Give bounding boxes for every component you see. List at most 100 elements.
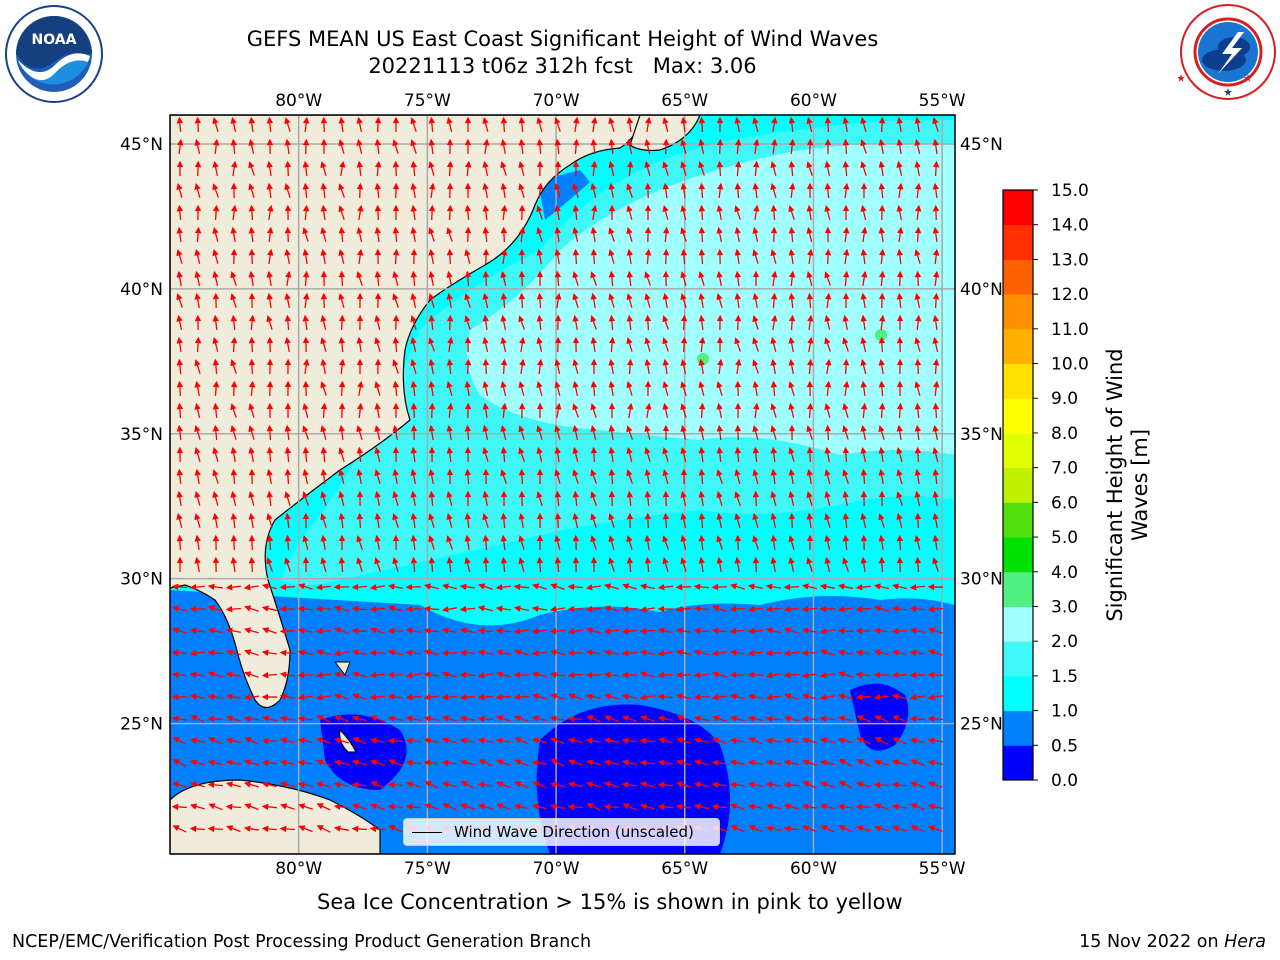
wave-vector [500, 336, 507, 352]
wave-vector [266, 160, 273, 177]
wave-vector [315, 649, 331, 656]
lon-label-top: 60°W [790, 91, 837, 111]
wave-vector [410, 270, 418, 287]
wave-vector [446, 381, 453, 396]
wave-vector [248, 490, 255, 506]
wave-vector [405, 649, 422, 657]
wave-vector [482, 380, 489, 396]
wave-vector [302, 182, 310, 199]
wave-vector [446, 116, 453, 132]
wave-vector [315, 671, 332, 679]
colorbar-tick-label: 8.0 [1051, 424, 1078, 444]
wave-vector [788, 535, 795, 550]
wave-vector [243, 693, 260, 701]
wave-vector [482, 490, 489, 507]
max-spot-west [697, 353, 709, 365]
wave-vector [248, 403, 255, 418]
wave-vector [230, 512, 238, 529]
wave-vector [770, 380, 778, 397]
wave-vector [824, 116, 832, 133]
wave-vector [284, 446, 292, 463]
wave-vector [626, 204, 633, 220]
wave-vector [626, 556, 634, 573]
wave-vector [915, 204, 922, 221]
wave-vector [176, 358, 184, 375]
wave-vector [428, 248, 435, 264]
colorbar-bin [1003, 641, 1033, 677]
wave-vector [302, 534, 309, 550]
wave-vector [501, 248, 508, 265]
lon-label-bottom: 75°W [404, 859, 451, 879]
wave-vector [351, 825, 368, 833]
wave-vector [626, 535, 633, 550]
wave-vector [914, 490, 921, 506]
wave-vector [531, 671, 547, 678]
wave-vector [333, 650, 350, 657]
wave-vector [320, 292, 328, 309]
wave-vector [680, 248, 688, 265]
wave-vector [878, 138, 885, 155]
wave-vector [212, 204, 220, 221]
wave-vector [765, 605, 782, 613]
wave-vector [194, 468, 201, 485]
wave-vector [315, 627, 332, 635]
wave-vector [824, 490, 831, 506]
wave-vector [734, 512, 741, 528]
wave-vector [608, 160, 615, 176]
wave-vector [230, 446, 237, 463]
wave-vector [585, 693, 601, 700]
wave-vector [423, 583, 439, 590]
wave-vector [932, 358, 940, 375]
wave-vector [266, 534, 274, 551]
wave-vector [374, 512, 381, 529]
wave-vector [424, 649, 439, 656]
wave-vector [788, 226, 796, 243]
wave-vector [446, 314, 454, 331]
wave-vector [590, 182, 597, 198]
wave-vector [626, 227, 633, 242]
wave-vector [320, 425, 327, 440]
wave-vector [765, 672, 782, 679]
wave-vector [338, 293, 345, 308]
wave-vector [752, 249, 759, 264]
wave-vector [843, 248, 850, 265]
wave-vector [225, 605, 242, 613]
wave-vector [680, 490, 687, 506]
wave-vector [896, 512, 903, 528]
wave-vector [621, 693, 637, 700]
wave-vector [320, 468, 327, 485]
wave-vector [231, 160, 238, 177]
wave-vector [428, 358, 435, 375]
wave-vector [374, 314, 381, 330]
wave-vector [441, 583, 457, 590]
wave-vector [640, 671, 655, 678]
wave-vector [747, 627, 764, 635]
wave-vector [639, 694, 656, 701]
wave-vector [500, 138, 507, 155]
wave-vector [734, 205, 741, 220]
wave-vector [477, 649, 494, 656]
wave-vector [266, 182, 273, 199]
wave-vector [338, 205, 345, 220]
wave-vector [698, 380, 705, 396]
wave-vector [801, 672, 818, 679]
wave-vector [824, 204, 831, 220]
wave-vector [783, 671, 800, 679]
vector-legend: Wind Wave Direction (unscaled) [403, 818, 720, 846]
wave-vector [428, 161, 435, 176]
wave-vector [374, 402, 381, 419]
wave-vector [212, 117, 219, 132]
wave-vector [680, 403, 687, 418]
wave-vector [860, 161, 867, 176]
wave-vector [878, 402, 886, 419]
wave-vector [351, 649, 367, 656]
wave-vector [207, 715, 224, 723]
wave-vector [806, 402, 814, 419]
wave-vector [878, 425, 885, 440]
wave-vector [572, 204, 580, 221]
wave-vector [788, 292, 796, 309]
wave-vector [356, 138, 363, 154]
wave-vector [194, 270, 201, 286]
wave-vector [860, 512, 867, 528]
wave-vector [482, 270, 490, 287]
